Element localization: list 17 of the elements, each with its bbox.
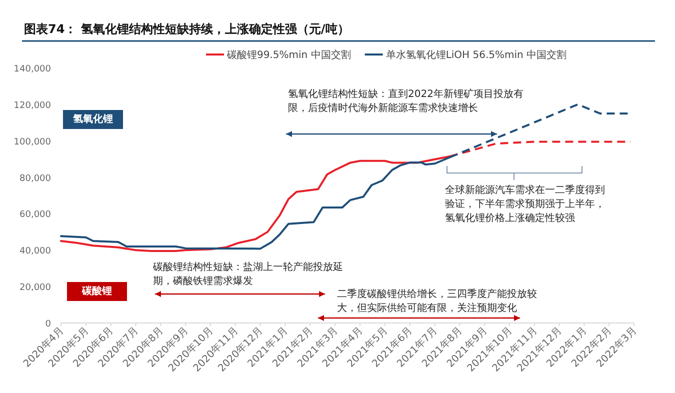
y-tick-label: 120,000 — [14, 100, 52, 111]
legend-label: 碳酸锂99.5%min 中国交割 — [226, 49, 351, 61]
annotation: 碳酸锂结构性短缺：盐湖上一轮产能投放延期，磷酸铁锂需求爆发 — [153, 261, 344, 289]
y-tick-label: 80,000 — [20, 174, 52, 184]
annotation: 全球新能源汽车需求在一二季度得到验证，下半年需求预期强于上半年，氢氧化锂价格上涨确定性较强 — [445, 184, 606, 226]
y-tick-label: 60,000 — [20, 210, 52, 220]
annotation: 氢氧化锂结构性短缺：直到2022年新锂矿项目投放有限，后疫情时代海外新能源车需求快速增长 — [288, 88, 524, 116]
y-tick-label: 0 — [45, 320, 52, 330]
annotation: 氢氧化锂 — [63, 110, 123, 129]
annotation: 二季度碳酸锂供给增长，三四季度产能投放较大，但实际供给可能有限，关注预期变化 — [337, 288, 538, 316]
y-tick-label: 40,000 — [20, 246, 52, 257]
legend-label: 单水氢氧化锂LiOH 56.5%min 中国交割 — [386, 49, 567, 61]
y-tick-label: 140,000 — [14, 64, 52, 74]
annotation: 碳酸锂 — [67, 282, 127, 301]
y-tick-label: 100,000 — [14, 137, 52, 148]
y-tick-label: 20,000 — [20, 283, 52, 294]
title: 图表74： 氢氧化锂结构性短缺持续，上涨确定性强（元/吨） — [24, 22, 350, 36]
